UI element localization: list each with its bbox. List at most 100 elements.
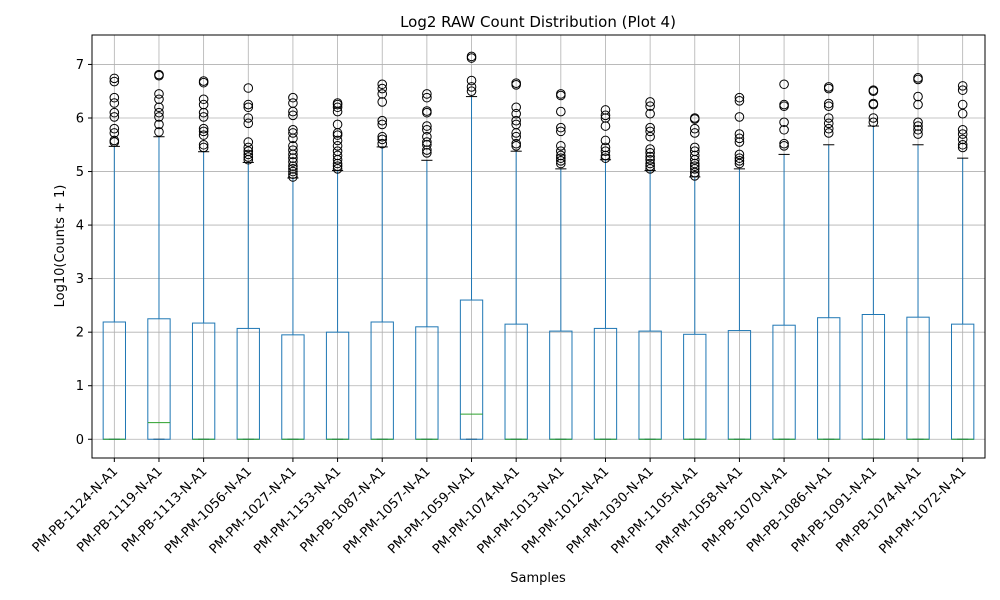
x-tick-label: PM-PM-1027-N-A1 (207, 464, 300, 557)
x-tick-label: PM-PM-1057-N-A1 (341, 464, 434, 557)
outlier-point (600, 105, 611, 115)
outlier-point (734, 112, 745, 122)
outlier-point (377, 97, 388, 107)
outlier-point (422, 124, 432, 135)
outlier-point (243, 152, 254, 162)
x-tick-label: PM-PM-1058-N-A1 (653, 464, 746, 557)
outlier-point (109, 135, 120, 146)
outlier-point (288, 98, 298, 108)
outlier-point (556, 106, 566, 117)
outlier-point (913, 117, 923, 128)
outlier-point (957, 85, 968, 95)
outlier-point (198, 112, 209, 122)
outlier-point (913, 124, 923, 135)
outlier-point (422, 145, 432, 155)
outlier-point (600, 135, 611, 146)
outlier-point (511, 115, 521, 126)
outlier-point (734, 156, 745, 166)
box-PM-PM-1059-N-A1 (459, 299, 484, 440)
x-tick-label: PM-PM-1153-N-A1 (251, 464, 344, 557)
x-tick-label: PM-PB-1091-N-A1 (789, 464, 880, 555)
outlier-point (645, 131, 655, 142)
outlier-point (243, 83, 254, 93)
outlier-point (422, 106, 432, 116)
outlier-point (734, 149, 745, 160)
outlier-point (377, 89, 388, 99)
outlier-point (288, 110, 298, 121)
outlier-point (868, 85, 879, 95)
x-tick-label: PM-PM-1056-N-A1 (162, 464, 255, 557)
y-axis: 0 1 2 3 4 5 6 7 (76, 58, 92, 448)
outlier-point (109, 92, 120, 103)
outlier-point (734, 129, 745, 139)
box-layer (102, 51, 975, 440)
outlier-point (422, 131, 432, 142)
outlier-point (957, 81, 968, 91)
x-tick-label: PM-PB-1119-N-A1 (74, 464, 165, 555)
outlier-point (332, 130, 343, 140)
outlier-point (645, 101, 655, 112)
outlier-point (332, 98, 343, 108)
outlier-point (734, 133, 745, 144)
outlier-point (689, 167, 700, 178)
outlier-point (422, 137, 432, 147)
outlier-point (689, 161, 700, 171)
outlier-point (913, 73, 923, 83)
outlier-point (779, 79, 789, 90)
x-tick-label: PM-PB-1086-N-A1 (744, 464, 835, 555)
outlier-point (957, 129, 968, 139)
outlier-point (645, 151, 655, 162)
outlier-point (645, 126, 655, 137)
y-tick-label: 0 (76, 433, 84, 448)
x-tick-label: PM-PB-1113-N-A1 (119, 464, 210, 555)
x-tick-label: PM-PM-1013-N-A1 (475, 464, 568, 557)
y-axis-title: Log10(Counts + 1) (53, 185, 68, 308)
outlier-point (198, 94, 209, 105)
outlier-point (689, 142, 700, 153)
outlier-point (377, 134, 388, 145)
plot-frame (91, 34, 986, 459)
outlier-point (154, 127, 164, 137)
outlier-point (779, 138, 789, 149)
outlier-point (600, 121, 611, 131)
outlier-point (600, 113, 611, 123)
x-tick-label: PM-PM-1059-N-A1 (385, 464, 478, 557)
outlier-point (913, 99, 923, 110)
outlier-point (823, 82, 834, 92)
outlier-point (288, 92, 298, 103)
outlier-point (823, 128, 834, 138)
outlier-point (511, 138, 521, 149)
outlier-point (645, 154, 655, 165)
outlier-point (600, 150, 611, 161)
outlier-point (198, 139, 209, 150)
outlier-point (198, 99, 209, 110)
x-tick-label: PM-PM-1105-N-A1 (609, 464, 702, 557)
outlier-point (243, 146, 254, 156)
outlier-point (109, 128, 120, 138)
outlier-point (243, 118, 254, 129)
outlier-point (154, 107, 164, 118)
outlier-point (645, 158, 655, 169)
outlier-point (734, 137, 745, 147)
outlier-point (511, 131, 521, 142)
outlier-point (511, 78, 521, 88)
x-tick-label: PM-PB-1074-N-A1 (833, 464, 924, 555)
outlier-point (779, 117, 789, 128)
outlier-point (689, 128, 700, 138)
outlier-point (645, 161, 655, 171)
outlier-point (823, 118, 834, 129)
outlier-point (556, 122, 566, 133)
outlier-point (332, 150, 343, 161)
outlier-point (466, 86, 477, 97)
outlier-point (600, 146, 611, 156)
outlier-point (779, 141, 789, 151)
outlier-point (332, 158, 343, 169)
outlier-point (957, 108, 968, 119)
outlier-point (332, 146, 343, 156)
outlier-point (868, 98, 879, 109)
outlier-point (957, 124, 968, 135)
y-tick-label: 7 (76, 58, 84, 73)
outlier-point (154, 102, 164, 113)
y-tick-label: 6 (76, 111, 84, 126)
